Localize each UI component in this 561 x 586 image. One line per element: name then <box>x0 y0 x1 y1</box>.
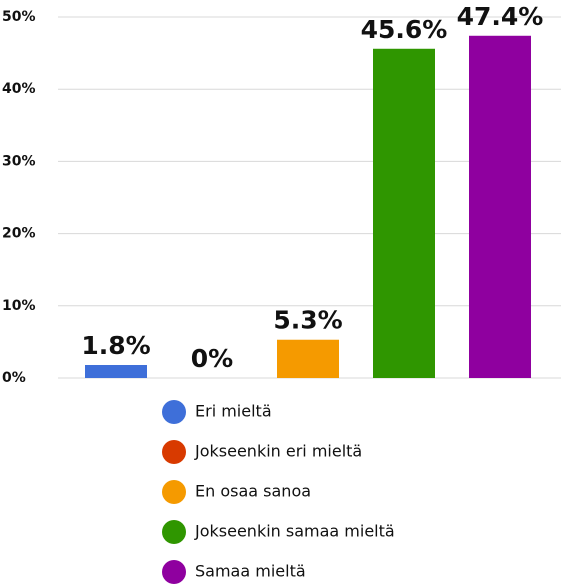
y-tick-label: 40% <box>2 81 36 97</box>
legend-label: En osaa sanoa <box>195 482 311 501</box>
legend-label: Samaa mieltä <box>195 562 306 581</box>
legend-swatch <box>162 440 186 464</box>
legend-swatch <box>162 480 186 504</box>
value-label: 0% <box>191 344 233 373</box>
y-tick-label: 50% <box>2 9 36 25</box>
legend-swatch <box>162 400 186 424</box>
bar <box>469 35 531 378</box>
bar <box>85 365 147 378</box>
legend-label: Jokseenkin eri mieltä <box>194 442 362 461</box>
y-tick-label: 30% <box>2 153 36 169</box>
value-label: 47.4% <box>457 2 544 31</box>
y-tick-label: 10% <box>2 298 36 314</box>
legend-swatch <box>162 520 186 544</box>
bar <box>277 339 339 378</box>
legend-swatch <box>162 560 186 584</box>
y-tick-label: 20% <box>2 226 36 242</box>
y-tick-label: 0% <box>2 370 26 386</box>
value-label: 5.3% <box>273 306 342 335</box>
value-label: 45.6% <box>361 15 448 44</box>
legend-label: Eri mieltä <box>195 402 272 421</box>
bar <box>373 48 435 378</box>
value-label: 1.8% <box>81 331 150 360</box>
legend-label: Jokseenkin samaa mieltä <box>194 522 395 541</box>
